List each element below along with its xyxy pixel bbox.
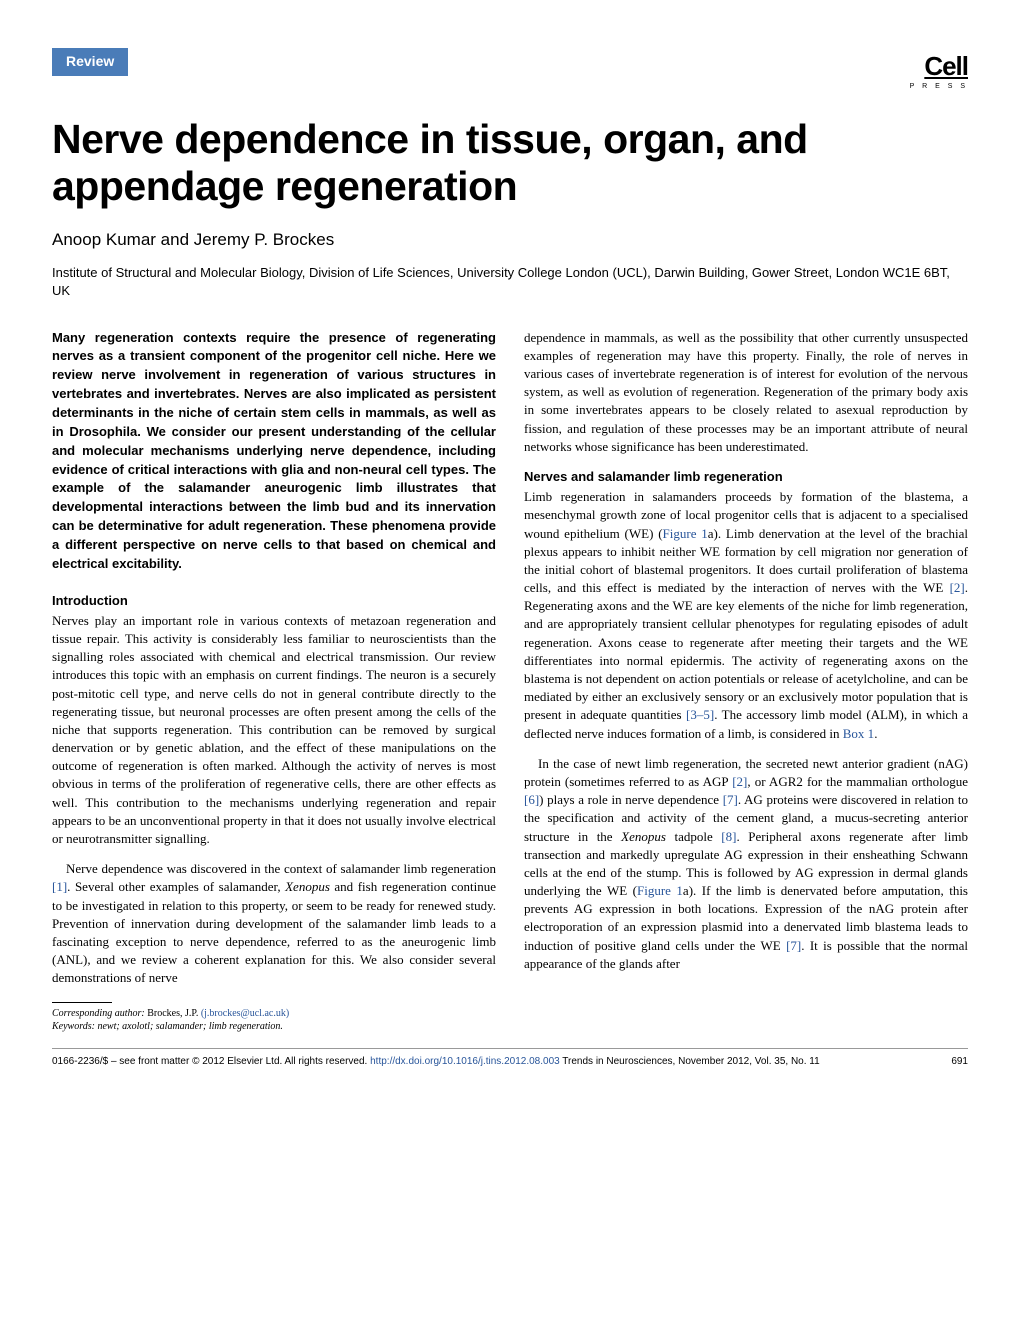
reference-link-1[interactable]: [1] <box>52 879 67 894</box>
corresponding-email[interactable]: (j.brockes@ucl.ac.uk) <box>201 1008 289 1019</box>
keywords: Keywords: newt; axolotl; salamander; lim… <box>52 1020 496 1034</box>
text-span: Nerve dependence was discovered in the c… <box>66 861 496 876</box>
text-span: , or AGR2 for the mammalian orthologue <box>747 774 968 789</box>
corresponding-label: Corresponding author: <box>52 1008 145 1019</box>
text-span: ) plays a role in nerve dependence <box>539 792 723 807</box>
logo-press: P R E S S <box>910 82 968 92</box>
abstract: Many regeneration contexts require the p… <box>52 329 496 574</box>
reference-link-7[interactable]: [7] <box>723 792 738 807</box>
reference-link-6[interactable]: [6] <box>524 792 539 807</box>
reference-link-8[interactable]: [8] <box>721 829 736 844</box>
corresponding-author: Corresponding author: Brockes, J.P. (j.b… <box>52 1007 496 1021</box>
taxon-xenopus-2: Xenopus <box>621 829 666 844</box>
right-paragraph-3: In the case of newt limb regeneration, t… <box>524 755 968 973</box>
figure-link-1[interactable]: Figure 1 <box>663 526 708 541</box>
intro-paragraph-1: Nerves play an important role in various… <box>52 612 496 848</box>
reference-link-2b[interactable]: [2] <box>732 774 747 789</box>
page-footer: 0166-2236/$ – see front matter © 2012 El… <box>52 1048 968 1069</box>
two-column-layout: Many regeneration contexts require the p… <box>52 329 968 1034</box>
reference-link-3-5[interactable]: [3–5] <box>686 707 714 722</box>
text-span: . <box>874 726 877 741</box>
corresponding-name: Brockes, J.P. <box>145 1008 201 1019</box>
reference-link-2[interactable]: [2] <box>950 580 965 595</box>
keywords-label: Keywords: <box>52 1021 95 1032</box>
affiliation: Institute of Structural and Molecular Bi… <box>52 264 968 300</box>
review-badge: Review <box>52 48 128 76</box>
taxon-xenopus: Xenopus <box>285 879 330 894</box>
footer-left: 0166-2236/$ – see front matter © 2012 El… <box>52 1055 820 1069</box>
page-number: 691 <box>951 1055 968 1069</box>
journal-citation: Trends in Neurosciences, November 2012, … <box>560 1056 820 1067</box>
authors: Anoop Kumar and Jeremy P. Brockes <box>52 228 968 252</box>
figure-link-1b[interactable]: Figure 1 <box>637 883 683 898</box>
header-row: Review Cell P R E S S <box>52 48 968 92</box>
footnote-divider <box>52 1002 112 1003</box>
keywords-list: newt; axolotl; salamander; limb regenera… <box>95 1021 283 1032</box>
article-title: Nerve dependence in tissue, organ, and a… <box>52 116 968 210</box>
text-span: . Several other examples of salamander, <box>67 879 285 894</box>
text-span: . Regenerating axons and the WE are key … <box>524 580 968 722</box>
box-link-1[interactable]: Box 1 <box>843 726 874 741</box>
copyright-text: 0166-2236/$ – see front matter © 2012 El… <box>52 1056 370 1067</box>
logo-name: Cell <box>910 48 968 84</box>
right-paragraph-2: Limb regeneration in salamanders proceed… <box>524 488 968 743</box>
cell-press-logo: Cell P R E S S <box>910 48 968 92</box>
right-column: dependence in mammals, as well as the po… <box>524 329 968 1034</box>
doi-link[interactable]: http://dx.doi.org/10.1016/j.tins.2012.08… <box>370 1056 560 1067</box>
heading-introduction: Introduction <box>52 592 496 610</box>
intro-paragraph-2: Nerve dependence was discovered in the c… <box>52 860 496 987</box>
text-span: and fish regeneration continue to be inv… <box>52 879 496 985</box>
left-column: Many regeneration contexts require the p… <box>52 329 496 1034</box>
text-span: tadpole <box>666 829 721 844</box>
reference-link-7b[interactable]: [7] <box>786 938 801 953</box>
right-paragraph-1: dependence in mammals, as well as the po… <box>524 329 968 456</box>
heading-nerves-salamander: Nerves and salamander limb regeneration <box>524 468 968 486</box>
